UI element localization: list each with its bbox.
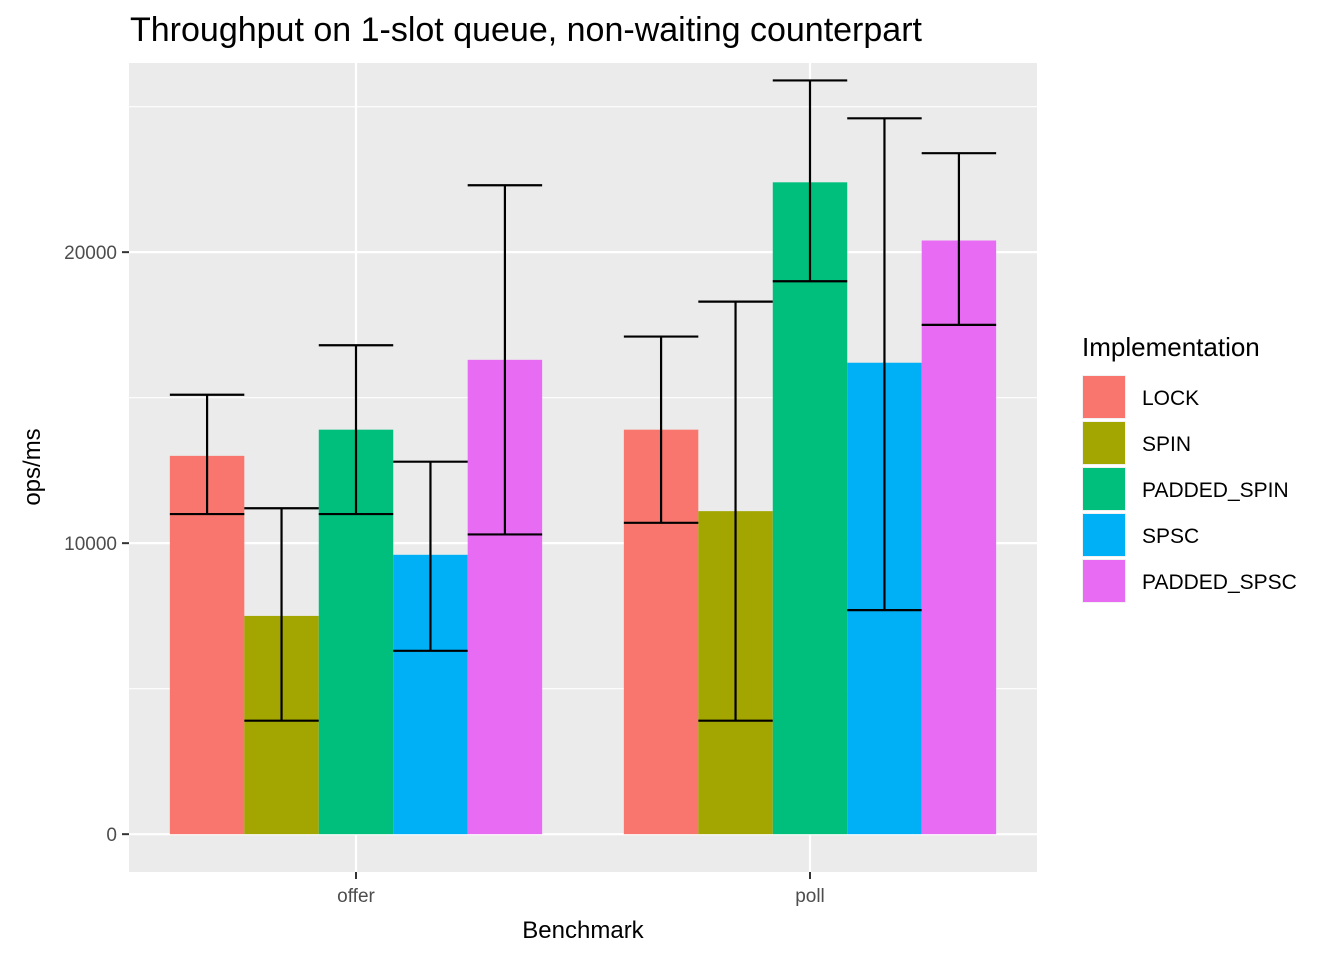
legend-swatch-spsc [1083, 514, 1125, 556]
y-tick-label: 0 [106, 825, 117, 846]
y-tick-label: 10000 [64, 534, 117, 555]
legend: LOCK SPIN PADDED_SPIN SPSC PADDED_SPSC [1082, 375, 1297, 603]
legend-label: PADDED_SPSC [1142, 571, 1297, 594]
legend-swatch-spin [1083, 422, 1125, 464]
x-axis: offer poll [337, 872, 825, 907]
legend-label: PADDED_SPIN [1142, 479, 1289, 502]
error-bar [847, 117, 922, 612]
legend-swatch-padded-spsc [1083, 560, 1125, 602]
error-bar [623, 335, 699, 524]
error-bar [772, 79, 848, 283]
x-tick-label: poll [795, 886, 825, 907]
error-bars [169, 79, 997, 722]
y-axis: 0 10000 20000 [64, 243, 129, 846]
bars [169, 182, 997, 835]
x-axis-title: Benchmark [522, 917, 644, 944]
y-tick-label: 20000 [64, 243, 117, 264]
legend-label: SPSC [1142, 525, 1199, 548]
error-bar [393, 460, 468, 652]
error-bar [921, 152, 997, 327]
legend-title: Implementation [1082, 332, 1260, 362]
bar-padded-spsc-poll [921, 240, 997, 835]
error-bar [698, 300, 773, 722]
y-axis-title: ops/ms [19, 428, 46, 505]
error-bar [318, 344, 394, 516]
bar-lock-offer [169, 455, 245, 835]
legend-swatch-padded-spin [1083, 468, 1125, 510]
chart-title: Throughput on 1-slot queue, non-waiting … [130, 11, 923, 49]
x-tick-label: offer [337, 886, 375, 907]
legend-label: SPIN [1142, 433, 1191, 456]
legend-swatch-lock [1083, 376, 1125, 418]
bar-padded-spin-poll [772, 182, 848, 835]
error-bar [169, 393, 245, 516]
error-bar [467, 184, 543, 536]
error-bar [244, 507, 319, 722]
legend-label: LOCK [1142, 387, 1199, 410]
